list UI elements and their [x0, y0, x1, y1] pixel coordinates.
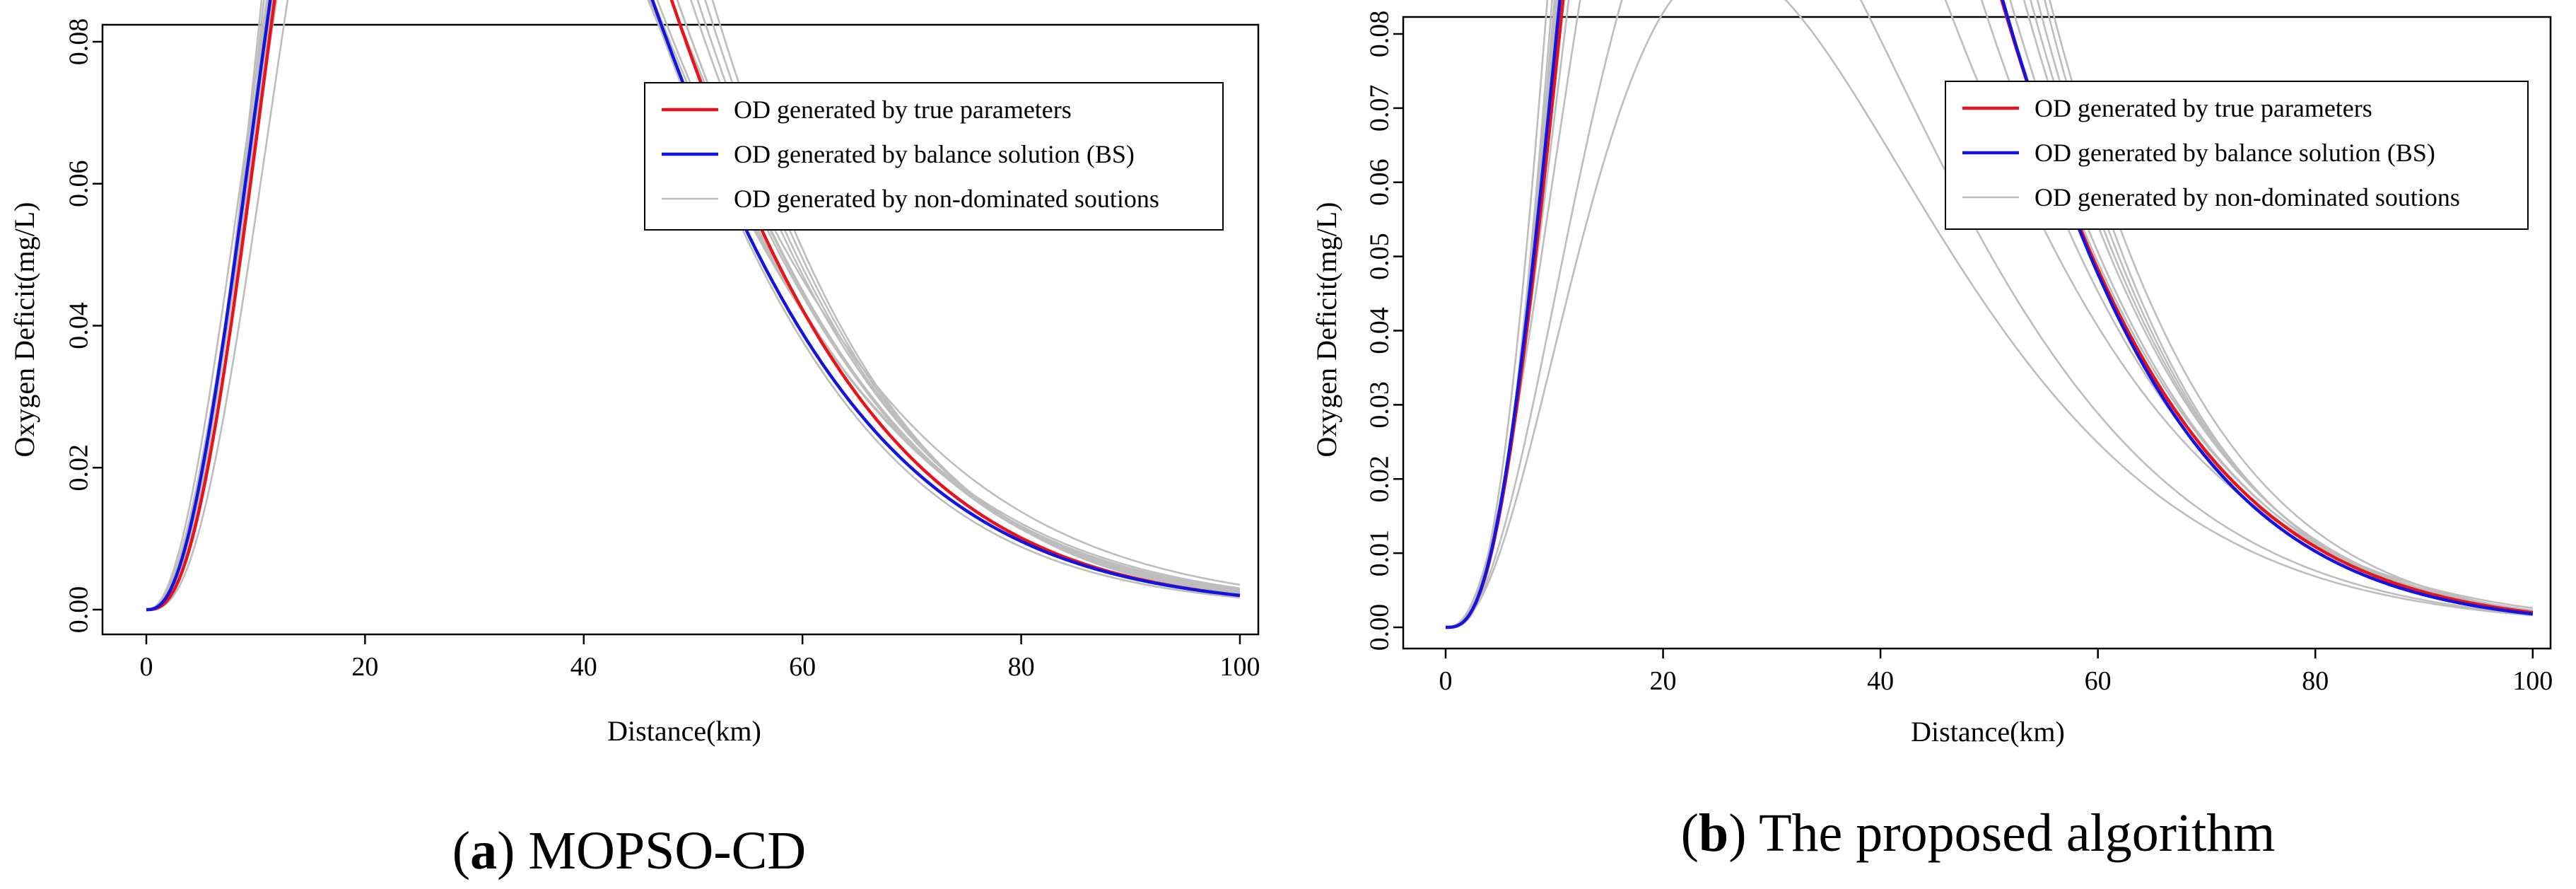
panel-b: 0 20 40 60 80 100 0.00 0.01 0.02 0.03 0.04 0.05 0.06…	[1311, 0, 2553, 863]
x-axis-label: Distance(km)	[607, 715, 761, 747]
y-tick-label: 0.07	[1365, 85, 1395, 132]
y-axis-label: Oxygen Deficit(mg/L)	[1311, 202, 1342, 458]
non-dominated-curve	[146, 0, 1241, 611]
non-dominated-curve	[146, 0, 1241, 611]
balance-solution-curve	[1446, 0, 2534, 629]
x-tick-label: 0	[140, 652, 153, 682]
x-tick-label: 40	[1867, 666, 1894, 696]
x-tick-label: 60	[2085, 666, 2112, 696]
plot-frame	[1402, 16, 2552, 650]
true-parameters-curve	[1446, 0, 2534, 629]
y-tick-label: 0.03	[1365, 381, 1395, 429]
caption-letter: a	[470, 821, 497, 881]
y-tick-label: 0.06	[1365, 159, 1395, 207]
caption: (a) MOPSO-CD	[452, 821, 806, 881]
curves	[1445, 0, 2534, 629]
y-tick-label: 0.02	[1365, 455, 1395, 503]
caption-letter: b	[1699, 803, 1728, 863]
y-tick-label: 0.06	[64, 161, 94, 208]
panel-a: 0 20 40 60 80 100 0.00 0.02 0.04 0.06 0.08 Distanc…	[8, 0, 1260, 881]
non-dominated-curve	[1446, 0, 2533, 629]
x-tick-label: 20	[351, 652, 378, 682]
legend-label-nd: OD generated by non-dominated soutions	[734, 185, 1159, 213]
legend-label-bs: OD generated by balance solution (BS)	[2035, 139, 2435, 167]
x-tick-label: 100	[2512, 666, 2553, 696]
caption-title: MOPSO-CD	[515, 821, 806, 881]
caption-paren-open: (	[1681, 803, 1699, 863]
x-axis-label: Distance(km)	[1911, 716, 2065, 748]
legend-label-true: OD generated by true parameters	[2035, 94, 2372, 122]
x-tick-label: 40	[570, 652, 597, 682]
axes-ticks: 0 20 40 60 80 100 0.00 0.01 0.02 0.03 0.04 0.05 0.06…	[1365, 11, 2553, 696]
legend-box	[644, 82, 1224, 231]
true-parameters-curve	[146, 0, 1241, 612]
y-tick-label: 0.08	[64, 18, 94, 66]
caption-title: The proposed algorithm	[1747, 803, 2276, 863]
y-tick-label: 0.04	[64, 302, 94, 349]
y-tick-label: 0.00	[64, 586, 94, 634]
legend-label-true: OD generated by true parameters	[734, 95, 1072, 124]
non-dominated-curve	[1445, 0, 2533, 629]
x-tick-label: 60	[789, 652, 816, 682]
y-tick-label: 0.08	[1365, 11, 1395, 58]
x-tick-label: 100	[1219, 652, 1260, 682]
x-tick-label: 20	[1650, 666, 1677, 696]
y-tick-label: 0.04	[1365, 307, 1395, 354]
y-tick-label: 0.02	[64, 444, 94, 492]
legend: OD generated by true parameters OD gener…	[1945, 81, 2529, 230]
y-tick-label: 0.05	[1365, 233, 1395, 280]
y-tick-label: 0.00	[1365, 604, 1395, 651]
non-dominated-curve	[1446, 0, 2533, 629]
legend-label-nd: OD generated by non-dominated soutions	[2035, 183, 2460, 211]
caption-paren-open: (	[452, 821, 470, 881]
y-axis-label: Oxygen Deficit(mg/L)	[8, 202, 40, 458]
axes-ticks: 0 20 40 60 80 100 0.00 0.02 0.04 0.06 0.08	[64, 18, 1260, 682]
caption: (b) The proposed algorithm	[1681, 803, 2276, 863]
x-tick-label: 80	[2302, 666, 2329, 696]
caption-paren-close: )	[497, 821, 515, 881]
x-tick-label: 0	[1439, 666, 1453, 696]
non-dominated-curve	[1445, 0, 2533, 629]
legend-box	[1945, 81, 2529, 230]
y-tick-label: 0.01	[1365, 530, 1395, 577]
legend-label-bs: OD generated by balance solution (BS)	[734, 140, 1135, 168]
x-tick-label: 80	[1008, 652, 1035, 682]
caption-paren-close: )	[1728, 803, 1746, 863]
legend: OD generated by true parameters OD gener…	[644, 82, 1224, 231]
